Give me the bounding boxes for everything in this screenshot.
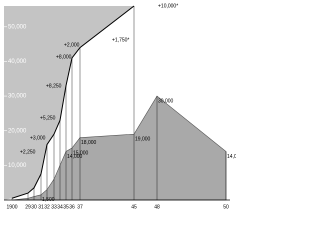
x-tick-label: 35 [63,204,69,210]
annotation: +8,000 [56,54,72,60]
annotation: +1,750* [112,37,129,43]
annotation: +10,000* [158,3,178,9]
x-tick-label: 37 [77,204,83,210]
value-label: 15,000 [73,150,89,156]
y-tick-label: 40,000 [8,59,27,65]
x-tick-label: 34 [57,204,63,210]
x-tick-label: 45 [131,204,137,210]
annotation: +2,250 [20,149,36,155]
x-tick-label: 1900 [6,204,17,210]
x-tick-label: 36 [69,204,75,210]
x-tick-label: 32 [44,204,50,210]
x-tick-label: 30 [31,204,37,210]
chart: 10,00020,00030,00040,00050,0001,50014,00… [4,3,236,211]
annotation: +8,250 [46,83,62,89]
value-label: 14,000 [67,154,83,160]
annotation: +3,000 [30,135,46,141]
value-label: 30,000 [158,98,174,104]
annotation: +5,250 [40,115,56,121]
value-label: 14,000 [227,154,236,160]
x-tick-label: 48 [154,204,160,210]
x-tick-label: 33 [51,204,57,210]
value-label: 19,000 [135,137,151,143]
x-tick-label: 50 [223,204,229,210]
annotation: +2,000 [64,42,80,48]
value-label: 18,000 [81,140,97,146]
y-tick-label: 30,000 [8,94,27,100]
y-tick-label: 10,000 [8,163,27,169]
y-tick-label: 50,000 [8,24,27,30]
backdrop [4,6,134,200]
x-tick-label: 31 [38,204,44,210]
x-tick-label: 29 [25,204,31,210]
y-tick-label: 20,000 [8,128,27,134]
